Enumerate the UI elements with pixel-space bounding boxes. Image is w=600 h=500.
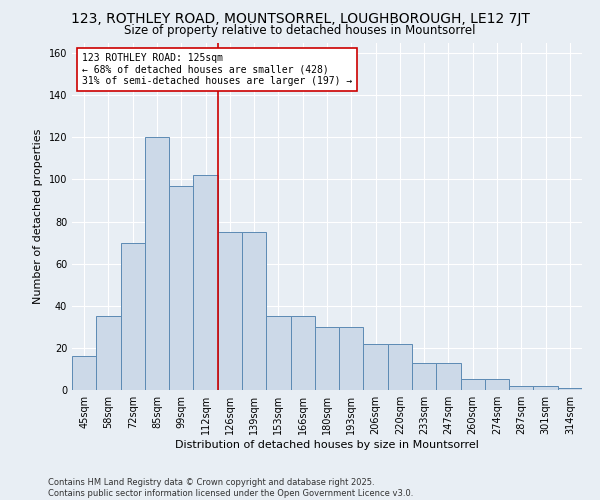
Bar (290, 316, 315, 390)
Bar (193, 175, 218, 390)
Bar (412, 362, 436, 390)
Bar (364, 344, 388, 390)
Y-axis label: Number of detached properties: Number of detached properties (33, 128, 43, 304)
Bar (388, 344, 412, 390)
Bar (436, 362, 461, 390)
Bar (242, 232, 266, 390)
Bar (96, 316, 121, 390)
Bar (145, 138, 169, 390)
Bar (558, 388, 582, 390)
Bar (218, 232, 242, 390)
Text: Size of property relative to detached houses in Mountsorrel: Size of property relative to detached ho… (124, 24, 476, 37)
Bar (315, 327, 339, 390)
Text: Contains HM Land Registry data © Crown copyright and database right 2025.
Contai: Contains HM Land Registry data © Crown c… (48, 478, 413, 498)
X-axis label: Distribution of detached houses by size in Mountsorrel: Distribution of detached houses by size … (175, 440, 479, 450)
Bar (72, 356, 96, 390)
Text: 123, ROTHLEY ROAD, MOUNTSORREL, LOUGHBOROUGH, LE12 7JT: 123, ROTHLEY ROAD, MOUNTSORREL, LOUGHBOR… (71, 12, 529, 26)
Bar (509, 386, 533, 390)
Bar (485, 380, 509, 390)
Bar (339, 327, 364, 390)
Bar (461, 380, 485, 390)
Text: 123 ROTHLEY ROAD: 125sqm
← 68% of detached houses are smaller (428)
31% of semi-: 123 ROTHLEY ROAD: 125sqm ← 68% of detach… (82, 53, 352, 86)
Bar (533, 386, 558, 390)
Bar (169, 186, 193, 390)
Bar (121, 242, 145, 390)
Bar (266, 316, 290, 390)
